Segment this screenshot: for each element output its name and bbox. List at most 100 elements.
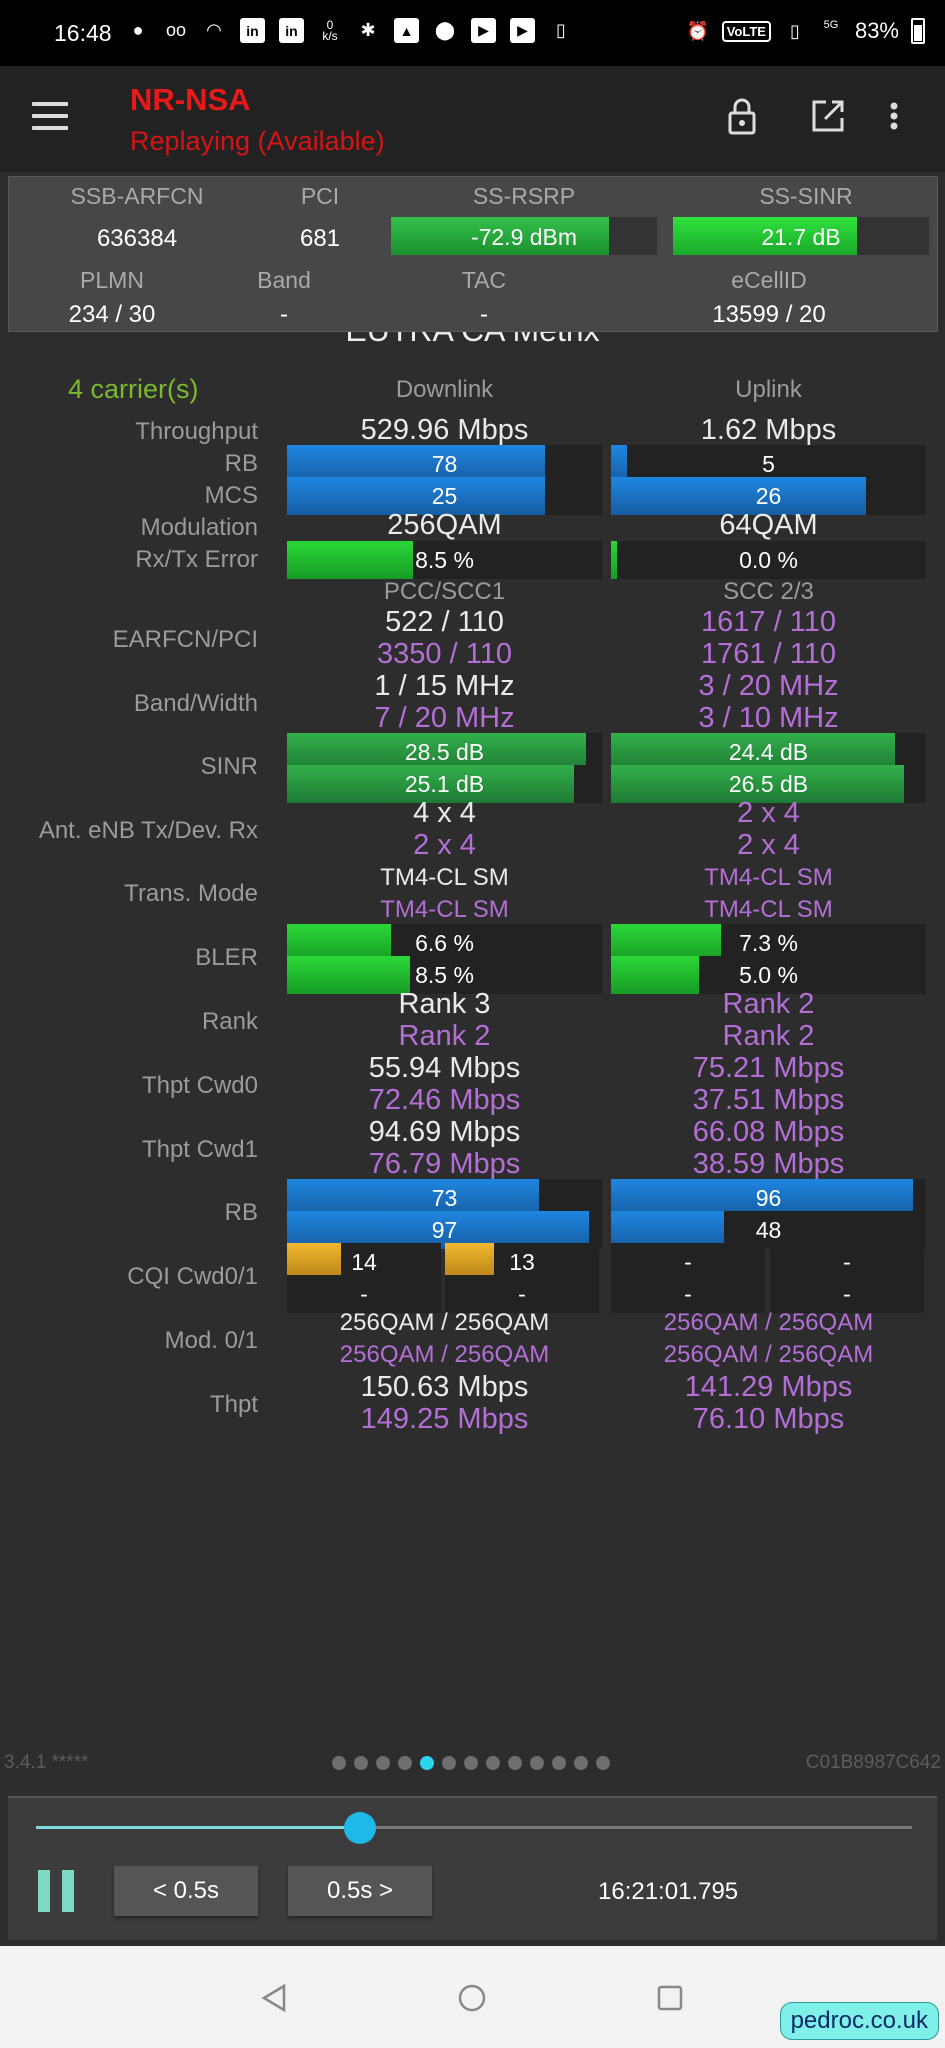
page-dot[interactable] [376,1756,390,1770]
rb-scc3-bar: 48 [611,1211,926,1249]
menu-icon[interactable] [32,102,68,132]
dl-error-bar: 8.5 % [287,541,602,579]
footer-info: 3.4.1 ***** C01B8987C642 [0,1752,945,1782]
ca-metrics-page: EUTRA CA Metrix 4 carrier(s) Downlink Up… [0,332,945,1747]
step-forward-button[interactable]: 0.5s > [288,1866,432,1916]
rank-pcc: Rank 3 [398,988,491,1020]
rsrp-value: -72.9 dBm [470,224,578,250]
page-dot[interactable] [574,1756,588,1770]
earfcn-scc2: 1617 / 110 [701,606,836,638]
ss-sinr-label: SS-SINR [759,183,853,209]
page-dot[interactable] [420,1756,434,1770]
sinr-scc2-value: 24.4 dB [728,739,809,765]
pause-icon[interactable] [38,1870,78,1912]
linkedin-icon: in [240,18,265,43]
page-dot[interactable] [530,1756,544,1770]
mod-scc2: 256QAM / 256QAM [663,1309,874,1336]
more-options-icon[interactable] [882,94,906,138]
cwd1-pcc: 94.69 Mbps [368,1116,521,1148]
ecellid-value: 13599 / 20 [712,301,826,328]
cwd0-scc3: 37.51 Mbps [692,1084,845,1116]
earfcn-scc3: 1761 / 110 [701,638,836,670]
bug-icon: ✱ [360,20,376,40]
cqi-scc3-cwd1-value: - [843,1281,851,1307]
ul-modulation: 64QAM [719,509,818,541]
seekbar-thumb[interactable] [344,1812,377,1844]
mod-scc1: 256QAM / 256QAM [339,1341,550,1368]
cell-identifier: C01B8987C642 [805,1752,941,1773]
seekbar-progress [36,1826,361,1829]
cqi-scc1-cwd0-bar: - [287,1275,441,1313]
cqi-scc2-cwd1-bar: - [770,1243,924,1281]
bler-scc2-value: 7.3 % [739,930,798,956]
tac-label: TAC [461,267,507,293]
cwd0-scc2: 75.21 Mbps [692,1052,845,1084]
bler-pcc-value: 6.6 % [415,930,474,956]
home-icon[interactable] [456,1982,488,2019]
signal-icon: 5G [823,19,839,31]
cqi-scc1-cwd1-bar: - [445,1275,599,1313]
band-scc2: 3 / 20 MHz [698,670,839,702]
page-dot[interactable] [552,1756,566,1770]
ant-scc3: 2 x 4 [737,829,800,861]
app-version: 3.4.1 ***** [4,1752,89,1773]
mod-pcc: 256QAM / 256QAM [339,1309,550,1336]
recents-icon[interactable] [654,1982,686,2019]
share-icon[interactable] [806,94,850,138]
sinr-pcc-value: 28.5 dB [404,739,485,765]
page-indicator[interactable] [332,1756,610,1770]
thpt-scc2: 141.29 Mbps [684,1371,853,1403]
mod-scc3: 256QAM / 256QAM [663,1341,874,1368]
page-dot[interactable] [596,1756,610,1770]
sinr-scc1-value: 25.1 dB [404,771,485,797]
rsrp-bar: -72.9 dBm [391,217,657,255]
bler-scc2-bar: 7.3 % [611,924,926,962]
scc-header: SCC 2/3 [723,578,814,605]
bler-scc1-bar: 8.5 % [287,956,602,994]
back-icon[interactable] [258,1982,290,2019]
cqi-scc2-cwd0-bar: - [611,1243,765,1281]
voicemail-icon: oo [165,20,187,40]
page-dot[interactable] [398,1756,412,1770]
pci-label: PCI [300,183,340,209]
ul-throughput: 1.62 Mbps [700,414,837,446]
band-value: - [280,301,288,328]
trans-mode-label: Trans. Mode [124,880,258,907]
rank-scc3: Rank 2 [722,1020,815,1052]
rank-scc2: Rank 2 [722,988,815,1020]
sinr-scc1-bar: 25.1 dB [287,765,602,803]
replay-seekbar[interactable] [36,1826,912,1829]
step-back-button[interactable]: < 0.5s [114,1866,258,1916]
vibrate-icon: ▯ [790,20,800,41]
replay-controls: < 0.5s 0.5s > 16:21:01.795 [8,1796,937,1940]
plmn-label: PLMN [80,267,144,293]
page-dot[interactable] [332,1756,346,1770]
page-dot[interactable] [486,1756,500,1770]
thpt-cwd0-label: Thpt Cwd0 [141,1072,258,1099]
error-label: Rx/Tx Error [135,546,258,573]
bler-pcc-bar: 6.6 % [287,924,602,962]
cqi-pcc-cwd1-value: 13 [509,1249,535,1275]
throughput-label: Throughput [135,418,258,445]
bler-label: BLER [195,944,258,971]
page-dot[interactable] [508,1756,522,1770]
page-dot[interactable] [442,1756,456,1770]
thpt-scc3: 76.10 Mbps [692,1403,845,1435]
page-dot[interactable] [464,1756,478,1770]
trans-scc1: TM4-CL SM [380,896,509,923]
mod01-label: Mod. 0/1 [164,1327,258,1354]
phone-app-icon: ▯ [556,20,566,40]
ul-error-bar: 0.0 % [611,541,926,579]
watermark: pedroc.co.uk [779,2002,939,2040]
ul-error-value: 0.0 % [739,547,798,573]
band-scc3: 3 / 10 MHz [698,702,839,734]
lock-icon[interactable] [720,94,764,138]
cqi-scc2-cwd0-value: - [684,1249,692,1275]
dl-mcs-value: 25 [431,483,458,509]
ul-rb-value: 5 [762,451,775,477]
page-dot[interactable] [354,1756,368,1770]
bler-scc1-value: 8.5 % [415,962,474,988]
cqi-scc3-cwd0-bar: - [611,1275,765,1313]
rb-pcc-bar: 73 [287,1179,602,1217]
dl-rb-value: 78 [431,451,458,477]
